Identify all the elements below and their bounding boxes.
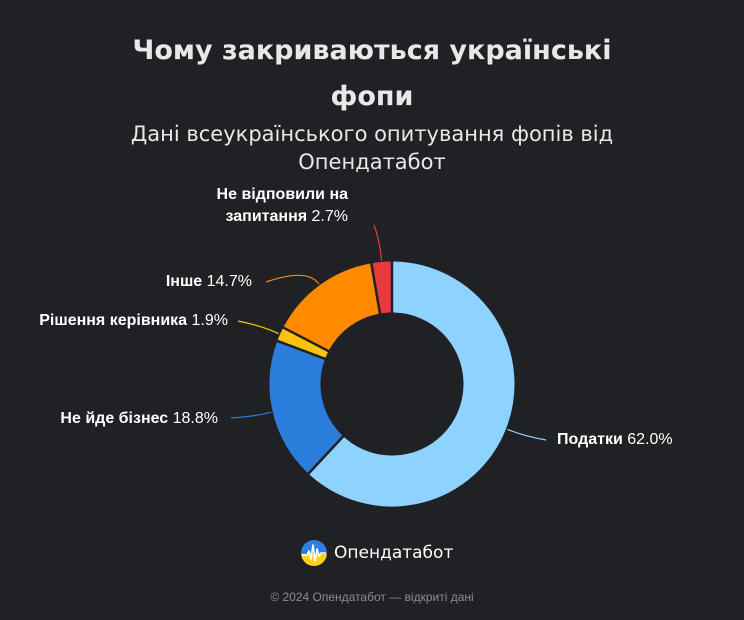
opendatabot-logo-icon [301, 540, 327, 566]
slice-не-відповили-на-запитання [372, 261, 391, 314]
chart-subtitle: Дані всеукраїнського опитування фопів ві… [0, 120, 744, 176]
chart-title-line-1: Чому закриваються українські [132, 35, 612, 66]
slice-рішення-керівника [277, 328, 328, 358]
slice-value-рішення-керівника: 1.9% [187, 312, 228, 329]
slice-не-йде-бізнес [269, 342, 343, 473]
brand-name: Опендатабот [334, 543, 454, 563]
chart-title: Чому закриваються українські фопи [0, 28, 744, 120]
slice-labels: Податки 62.0% Не йде бізнес 18.8% Рішення … [39, 186, 672, 448]
slice-label-не-відповили-на-запитання: Не відповили на запитання 2.7% [217, 186, 349, 225]
slice-податки [309, 261, 515, 507]
donut-slices [269, 261, 515, 507]
slice-value-інше: 14.7% [202, 273, 252, 290]
slice-label-податки: Податки 62.0% [557, 431, 673, 448]
chart-subtitle-line-2: Опендатабот [298, 150, 446, 174]
brand: Опендатабот [300, 537, 453, 569]
chart-subtitle-line-1: Дані всеукраїнського опитування фопів ві… [130, 122, 614, 146]
footer-copyright: © 2024 Опендатабот — відкриті дані [270, 590, 474, 604]
leader-line-рішення-керівника [237, 320, 279, 335]
slice-інше [284, 263, 379, 350]
leader-line-не-відповили-на-запитання [373, 224, 383, 261]
slice-value-податки: 62.0% [623, 431, 673, 448]
label-leader-lines [230, 224, 547, 441]
slice-label-рішення-керівника: Рішення керівника 1.9% [39, 312, 228, 329]
slice-value-не-відповили-на-запитання: 2.7% [307, 208, 348, 225]
slice-label-інше: Інше 14.7% [166, 273, 252, 290]
leader-line-податки [507, 428, 547, 441]
leader-line-не-йде-бізнес [230, 411, 272, 419]
slice-value-не-йде-бізнес: 18.8% [168, 410, 218, 427]
leader-line-інше [265, 274, 320, 285]
chart-title-line-2: фопи [330, 81, 414, 112]
slice-label-не-йде-бізнес: Не йде бізнес 18.8% [60, 410, 218, 427]
